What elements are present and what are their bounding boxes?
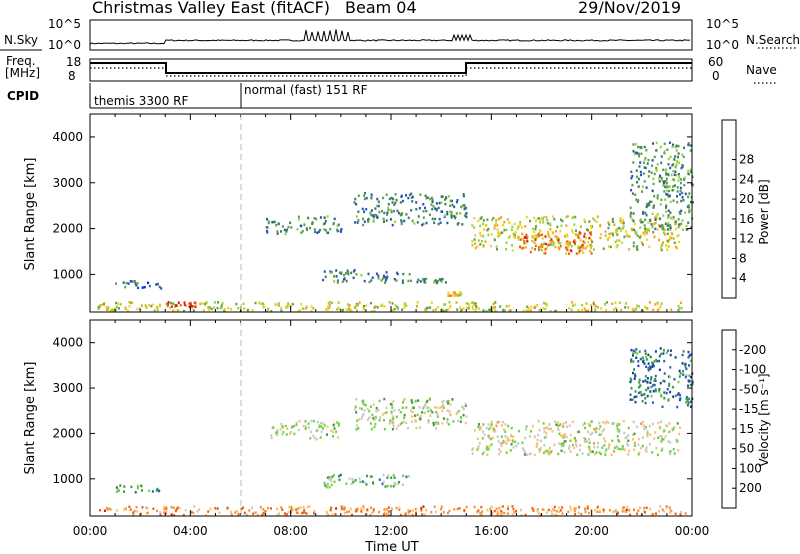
x-tick-label: 04:00 [173, 524, 208, 538]
echo-region [115, 484, 161, 494]
colorbar-tick-label: 24 [739, 172, 754, 186]
echo-region [416, 277, 447, 285]
echo-region [99, 505, 687, 517]
cpid-label: CPID [7, 89, 39, 103]
colorbar-tick-label: 20 [739, 192, 754, 206]
y-tick-label: 3000 [52, 381, 83, 395]
power-yaxis: 1000 2000 3000 4000 [52, 130, 692, 281]
freq-trace [90, 62, 692, 74]
echo-region [323, 473, 410, 489]
colorbar-tick-label: -50 [739, 382, 759, 396]
echo-region [166, 301, 197, 308]
freq-label-line2: [MHz] [5, 66, 40, 80]
nsearch-label: N.Search [746, 33, 800, 47]
velocity-colorbar-label: Velocity [m s⁻¹] [757, 373, 771, 466]
nsearch-tick-top: 10^5 [706, 17, 739, 31]
power-colorbar: 4 8 12 16 20 24 28 Power [dB] [721, 119, 771, 299]
y-tick-label: 2000 [52, 222, 83, 236]
freq-frame [89, 58, 693, 82]
echo-region [115, 280, 163, 290]
echo-region [270, 419, 340, 441]
echo-region [354, 397, 468, 431]
echo-region [97, 301, 693, 313]
x-tick-label: 12:00 [374, 524, 409, 538]
nsky-label: N.Sky [4, 33, 38, 47]
freq-tick-top: 18 [66, 55, 81, 69]
nave-label: Nave [746, 63, 777, 77]
y-tick-label: 1000 [52, 267, 83, 281]
colorbar-tick-label: 200 [739, 481, 762, 495]
cpid-strip: CPID themis 3300 RF normal (fast) 151 RF [7, 83, 692, 109]
echo-region [629, 141, 694, 232]
cpid-mode-1: themis 3300 RF [94, 94, 188, 108]
date-label: 29/Nov/2019 [578, 0, 681, 17]
echo-region [517, 231, 593, 255]
colorbar-tick-label: 16 [739, 212, 754, 226]
nsky-tick-bottom: 10^0 [48, 38, 81, 52]
y-tick-label: 2000 [52, 426, 83, 440]
x-tick-label: 00:00 [675, 524, 710, 538]
y-tick-label: 1000 [52, 472, 83, 486]
x-tick-label: 20:00 [574, 524, 609, 538]
velocity-yaxis: 1000 2000 3000 4000 [52, 336, 692, 486]
nsky-frame [89, 19, 693, 51]
colorbar-tick-label: 50 [739, 442, 754, 456]
nave-tick-bottom: 0 [712, 69, 720, 83]
power-echoes [97, 141, 694, 313]
colorbar-tick-label: -200 [739, 343, 766, 357]
nsky-trace [89, 29, 691, 47]
colorbar-tick-label: 12 [739, 232, 754, 246]
beam-label: Beam 04 [345, 0, 417, 17]
cpid-mode-2: normal (fast) 151 RF [244, 83, 368, 97]
power-ylabel: Slant Range [km] [23, 158, 38, 271]
plot-title: Christmas Valley East (fitACF) [92, 0, 330, 17]
colorbar-tick-label: 8 [739, 251, 747, 265]
freq-panel: Freq. [MHz] 18 8 60 0 Nave [5, 54, 777, 84]
nsearch-tick-bottom: 10^0 [706, 38, 739, 52]
echo-region [471, 419, 681, 457]
power-xticks [89, 114, 693, 312]
x-tick-label: 00:00 [73, 524, 108, 538]
time-axis-label: Time UT [364, 540, 418, 554]
x-tick-label: 16:00 [474, 524, 509, 538]
echo-region [353, 192, 468, 227]
y-tick-label: 4000 [52, 336, 83, 350]
velocity-echoes [99, 347, 694, 517]
colorbar-tick-label: 100 [739, 461, 762, 475]
power-panel: 1000 2000 3000 4000 Slant Range [km] [23, 113, 694, 313]
nave-tick-top: 60 [708, 55, 723, 69]
nsky-panel: N.Sky 10^5 10^0 10^5 10^0 N.Search [0, 17, 800, 52]
echo-region [629, 347, 694, 409]
y-tick-label: 4000 [52, 130, 83, 144]
freq-tick-bottom: 8 [68, 69, 76, 83]
power-colorbar-label: Power [dB] [757, 179, 771, 244]
colorbar-tick-label: 28 [739, 153, 754, 167]
echo-region [471, 214, 681, 252]
nsky-tick-top: 10^5 [48, 17, 81, 31]
velocity-ylabel: Slant Range [km] [23, 362, 38, 475]
echo-region [265, 215, 343, 236]
colorbar-tick-label: -15 [739, 402, 759, 416]
velocity-panel: 1000 2000 3000 4000 00:00 04:00 08:00 12:00 16:… [23, 319, 710, 554]
colorbar-tick-label: 4 [739, 271, 747, 285]
colorbar-tick-label: 15 [739, 422, 754, 436]
freq-label-line1: Freq. [6, 54, 36, 68]
velocity-colorbar: 200 100 50 15 -15 -50 -100 -200 Velocity [m s⁻¹… [721, 329, 771, 509]
x-tick-label: 08:00 [273, 524, 308, 538]
echo-region [322, 268, 412, 284]
echo-region [447, 290, 463, 297]
y-tick-label: 3000 [52, 176, 83, 190]
velocity-xaxis: 00:00 04:00 08:00 12:00 16:00 20:00 00:00 [73, 320, 710, 538]
colorbar-tick-label: -100 [739, 363, 766, 377]
